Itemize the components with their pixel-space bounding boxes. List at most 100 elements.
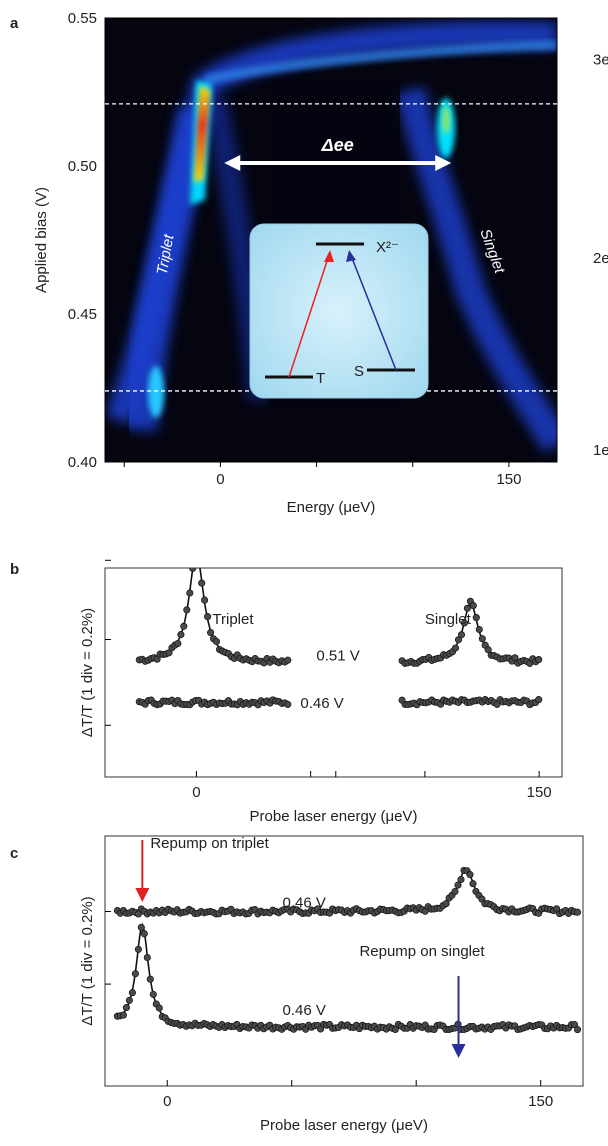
data-point [183,606,191,614]
voltage-label-046: 0.46 V [300,695,343,712]
level-t-label: T [316,370,325,387]
panel-a-ytick-label: 0.45 [68,306,97,323]
data-point [451,644,460,652]
voltage-label-lower: 0.46 V [282,1002,325,1019]
data-point [119,1011,127,1019]
data-point [284,656,292,664]
panel-a-ytick-label: 0.50 [68,158,97,175]
data-point [469,880,477,888]
panel-b: 0 150 Triplet Singlet 0.51 V 0.46 V Probe la… [79,551,563,825]
panel-a-ytick-label: 0.40 [68,454,97,471]
data-point [204,613,212,621]
panel-c-axes: 0 150 [105,911,553,1110]
data-point [535,656,543,664]
panel-a-letter: a [10,15,19,32]
data-point [193,551,199,557]
data-point [134,945,142,953]
data-point [454,881,462,889]
transition-s-arrow [349,252,397,371]
data-point [189,568,197,572]
triplet-branch-label: Triplet [154,232,178,276]
data-point [463,604,471,612]
heatmap-singlet-core [442,106,450,134]
repump-triplet-arrowhead [135,888,150,902]
data-point [201,596,209,604]
panel-a-ytick-label: 0.55 [68,10,97,27]
data-point [122,1004,130,1012]
panel-b-xlabel: Probe laser energy (μeV) [250,808,418,825]
data-point [180,622,188,630]
series-1 [113,922,582,1034]
panel-c-xlabel: Probe laser energy (μeV) [260,1117,428,1134]
heatmap-arc-top [203,40,557,85]
inset-level-diagram: X²⁻ T S [249,223,429,399]
xtick-label: 150 [527,784,552,801]
data-point [143,953,151,962]
panel-a-xtick-label: 150 [496,471,521,488]
data-point [478,635,486,643]
panel-c-labels: Repump on triplet Repump on singlet 0.46 V… [135,835,485,1058]
heatmap-triplet-branch [123,107,212,432]
series-1 [398,597,543,667]
transition-t-arrowhead [324,250,334,262]
transition-t-arrow [288,251,331,378]
data-point [128,989,136,997]
panel-c-letter: c [10,845,18,862]
panel-b-ylabel: ΔT/T (1 div = 0.2%) [79,608,96,737]
charge-state-label: 1e [593,442,608,459]
data-point [174,639,182,648]
data-point [535,696,543,704]
repump-singlet-arrowhead [451,1044,466,1058]
heatmap-triplet-hotspot [194,86,210,182]
panel-a-axes: 0.40 0.45 0.50 0.55 0 150 [68,10,522,488]
delta-ee-head-right [435,155,452,172]
data-point [451,887,459,896]
panel-c-series [113,866,582,1034]
heatmap-singlet-branch [395,86,557,453]
data-point [511,654,519,662]
data-point [146,975,154,983]
data-point [153,655,161,663]
singlet-peak-label: Singlet [425,611,472,628]
charge-state-label: 2e [593,250,608,267]
panel-b-labels: Triplet Singlet 0.51 V 0.46 V [212,611,471,712]
data-point [457,631,466,639]
panel-c-frame [104,835,584,1087]
xtick-label: 0 [192,784,200,801]
repump-triplet-label: Repump on triplet [150,835,269,852]
panel-a-right-labels: 3e 2e 1e [593,51,608,459]
panel-b-frame [104,567,563,778]
data-point [457,875,465,884]
panel-b-letter: b [10,561,19,578]
data-point [484,646,492,654]
series-0 [135,551,292,667]
panel-a-xtick-label: 0 [216,471,224,488]
data-point [177,631,185,639]
level-x2-label: X²⁻ [376,239,399,256]
series-0 [113,866,582,918]
voltage-label-upper: 0.46 V [282,895,325,912]
triplet-peak-label: Triplet [212,611,254,628]
voltage-label-051: 0.51 V [316,648,359,665]
data-point [137,923,145,931]
data-point [125,996,133,1004]
delta-ee-label: Δee [321,135,354,155]
data-point [573,1026,582,1034]
data-point [212,637,221,646]
data-point [155,1004,163,1012]
charge-state-label: 3e [593,51,608,68]
heatmap-frame [104,17,558,463]
xtick-label: 0 [163,1093,171,1110]
data-point [207,629,215,637]
data-point [186,589,194,597]
data-point [475,625,483,634]
heatmap-lower-triplet [148,366,164,418]
data-point [131,970,139,978]
data-point [140,930,148,938]
delta-ee-arrow: Δee [224,135,452,172]
transition-s-arrowhead [346,250,356,262]
data-point [391,1025,399,1034]
